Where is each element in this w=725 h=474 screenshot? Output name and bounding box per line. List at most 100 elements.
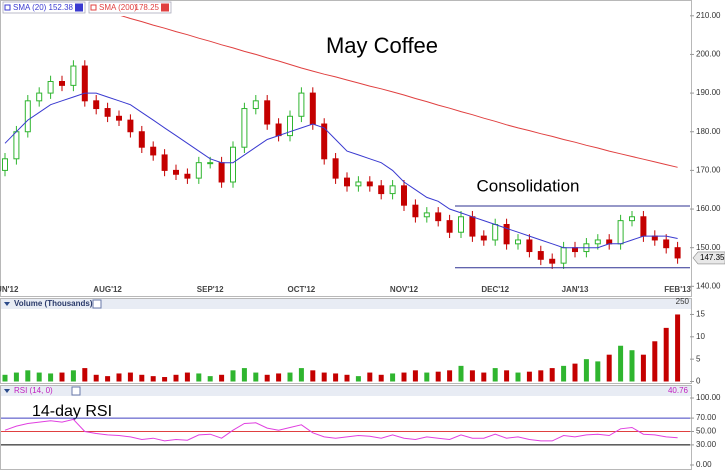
y-tick-label: 30.00 — [696, 440, 717, 449]
candle-body — [207, 162, 214, 165]
candle-body — [47, 81, 54, 94]
candle-body — [173, 169, 179, 175]
volume-bar — [298, 368, 304, 382]
rsi-title: RSI (14, 0) — [14, 386, 53, 395]
candle-body — [309, 92, 316, 125]
candle-body — [594, 239, 601, 245]
legend-box — [88, 1, 172, 14]
volume-bar — [344, 374, 350, 382]
candle-body — [674, 247, 681, 259]
volume-bar — [412, 370, 418, 382]
candle-body — [275, 123, 282, 137]
volume-bar — [424, 372, 430, 382]
candle-body — [13, 131, 20, 160]
volume-bar — [241, 368, 247, 382]
volume-bar — [116, 373, 122, 382]
candle-body — [218, 162, 225, 183]
candle-body — [332, 158, 339, 179]
volume-bar — [59, 372, 65, 382]
x-tick-label: JAN'13 — [562, 285, 589, 294]
volume-bar — [25, 370, 31, 382]
candle-body — [298, 92, 305, 117]
volume-bar — [583, 359, 589, 382]
moving-average-line — [120, 16, 678, 168]
y-tick-label: 50.00 — [696, 427, 717, 436]
candle-body — [161, 154, 168, 171]
x-tick-label: OCT'12 — [288, 285, 316, 294]
candle-body — [366, 181, 373, 187]
volume-bar — [367, 372, 373, 382]
volume-bar — [663, 327, 669, 382]
candle-body — [321, 123, 328, 160]
collapse-icon[interactable] — [4, 302, 10, 306]
legend-close[interactable] — [161, 3, 169, 12]
rsi-line — [4, 418, 678, 442]
volume-bar — [401, 372, 407, 382]
y-tick-label: 200.00 — [696, 50, 721, 59]
candle-body — [287, 115, 293, 137]
volume-bar — [492, 368, 498, 382]
volume-bar — [276, 373, 282, 382]
candle-body — [401, 185, 407, 206]
volume-bar — [526, 371, 532, 382]
candle-body — [127, 119, 134, 133]
candle-body — [138, 131, 145, 148]
volume-bar — [287, 372, 293, 382]
volume-bar — [184, 372, 190, 382]
volume-bar — [504, 370, 510, 382]
volume-bar — [321, 372, 327, 382]
volume-bar — [629, 350, 635, 382]
volume-bar — [196, 373, 202, 382]
candle-body — [515, 239, 521, 245]
candle-body — [549, 258, 556, 264]
volume-bar — [469, 370, 475, 382]
volume-bar — [82, 368, 88, 382]
legend-close[interactable] — [75, 3, 83, 12]
volume-header — [1, 299, 691, 309]
y-tick-label: 15 — [696, 310, 705, 319]
candle-body — [458, 216, 464, 233]
close-icon[interactable] — [92, 299, 102, 309]
x-tick-label: NOV'12 — [390, 285, 419, 294]
candle-body — [264, 100, 271, 125]
candle-body — [70, 65, 77, 86]
volume-bar — [105, 376, 111, 382]
rsi-header — [1, 386, 691, 396]
volume-bar — [2, 374, 8, 382]
volume-bar — [572, 363, 578, 382]
candle-body — [412, 204, 419, 218]
candle-body — [537, 251, 544, 260]
close-icon[interactable] — [71, 386, 81, 396]
candle-body — [24, 100, 31, 133]
candle-body — [606, 239, 613, 245]
candle-body — [389, 185, 396, 195]
y-tick-label: 0.00 — [696, 460, 712, 469]
candle-body — [184, 173, 191, 179]
candle-body — [469, 216, 476, 237]
price-panel — [0, 0, 692, 297]
candle-body — [503, 224, 510, 245]
volume-bar — [640, 354, 646, 382]
chart-title: May Coffee — [326, 33, 438, 58]
volume-bar — [515, 372, 521, 382]
candle-body — [230, 146, 236, 183]
volume-bar — [538, 370, 544, 382]
x-tick-label: FEB'13 — [664, 285, 691, 294]
y-tick-label: 5 — [696, 354, 701, 363]
volume-bar — [93, 374, 99, 382]
volume-bar — [675, 314, 681, 382]
candle-body — [435, 212, 442, 222]
volume-bar — [70, 370, 76, 382]
candle-body — [252, 100, 259, 110]
legend-box — [2, 1, 86, 14]
collapse-icon[interactable] — [4, 389, 10, 393]
y-tick-label: 210.00 — [696, 11, 721, 20]
legend-swatch — [90, 4, 97, 11]
candle-body — [640, 216, 647, 237]
candle-body — [344, 177, 350, 187]
candle-body — [150, 146, 157, 156]
volume-bar — [606, 354, 612, 382]
candle-body — [651, 235, 658, 241]
